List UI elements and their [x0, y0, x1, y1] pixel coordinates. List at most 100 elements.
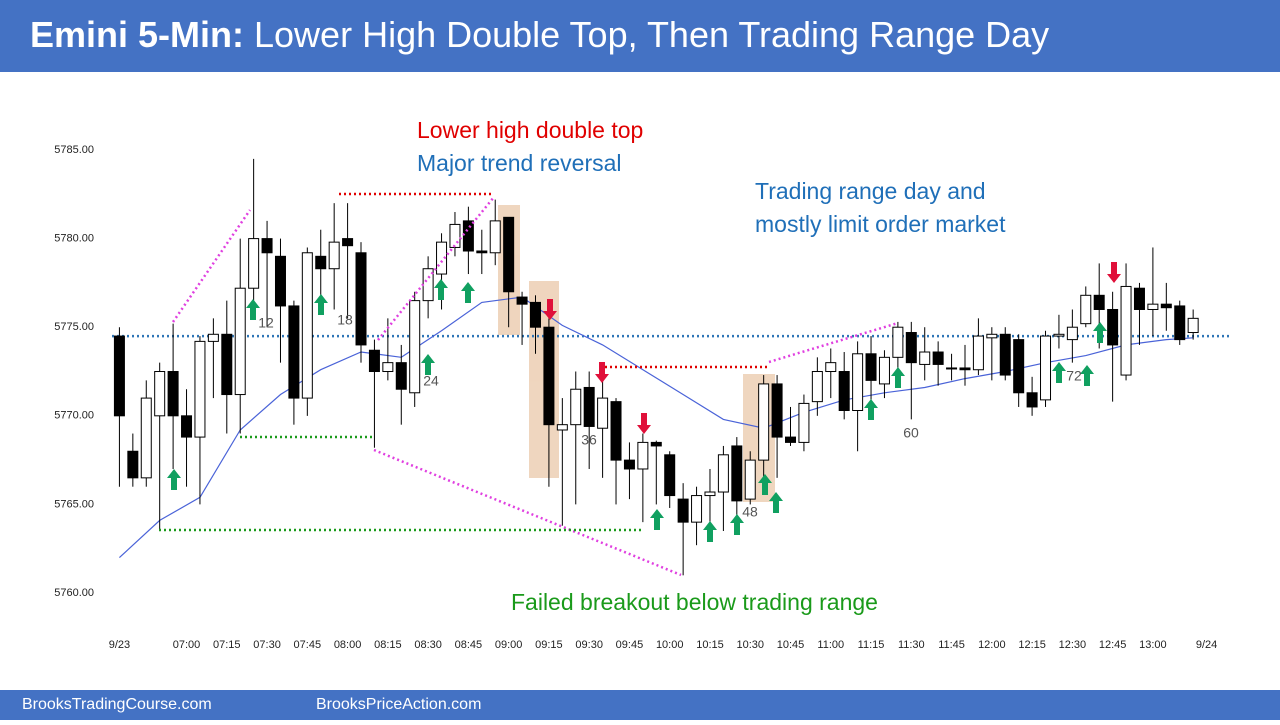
buy-arrow	[421, 354, 435, 375]
candle-body	[610, 401, 622, 461]
candle-body	[261, 238, 273, 254]
y-tick-label: 5765.00	[54, 498, 94, 510]
x-tick-label: 08:45	[455, 639, 483, 651]
candle-body	[1013, 339, 1025, 394]
candle-body	[342, 238, 354, 247]
y-tick-label: 5785.00	[54, 144, 94, 156]
candle-body	[583, 386, 595, 427]
title-bold: Emini 5-Min:	[30, 14, 244, 55]
buy-arrow	[758, 474, 772, 495]
y-tick-label: 5780.00	[54, 233, 94, 245]
candle-body	[946, 367, 958, 370]
sell-arrow	[637, 413, 651, 434]
x-tick-label: 11:15	[858, 639, 885, 651]
x-tick-label: 12:00	[978, 639, 1006, 651]
x-tick-label: 08:15	[374, 639, 402, 651]
candle-body	[140, 397, 152, 479]
candle-body	[798, 402, 810, 443]
buy-arrow	[1080, 365, 1094, 386]
x-tick-label: 13:00	[1139, 639, 1167, 651]
x-tick-label: 07:00	[173, 639, 201, 651]
candle-body	[234, 287, 246, 396]
candle-body	[838, 371, 850, 411]
candle-body	[409, 300, 421, 394]
candle-body	[395, 362, 407, 390]
footer-link: BrooksPriceAction.com	[316, 696, 481, 713]
x-tick-label: 07:15	[213, 639, 241, 651]
x-tick-label: 08:00	[334, 639, 362, 651]
candle-body	[1026, 392, 1038, 408]
y-tick-label: 5760.00	[54, 587, 94, 599]
annotation: Trading range day and	[755, 178, 986, 204]
candle-body	[811, 371, 823, 403]
x-tick-label: 10:00	[656, 639, 684, 651]
arrows	[167, 262, 1121, 542]
bar-label: 12	[258, 315, 274, 331]
buy-arrow	[167, 469, 181, 490]
candle-body	[865, 353, 877, 381]
footer-bar	[0, 690, 1280, 720]
candle-body	[771, 383, 783, 438]
candle-body	[194, 340, 206, 438]
y-tick-label: 5770.00	[54, 410, 94, 422]
x-tick-label: 9/24	[1196, 639, 1217, 651]
candle-body	[744, 459, 756, 500]
candle-body	[704, 491, 716, 497]
candle-body	[878, 356, 890, 385]
candle-body	[664, 454, 676, 497]
buy-arrow	[864, 399, 878, 420]
bar-label: 24	[423, 373, 439, 389]
candle-body	[637, 441, 649, 470]
x-tick-label: 12:15	[1018, 639, 1046, 651]
x-tick-label: 10:30	[736, 639, 764, 651]
candle-body	[597, 397, 609, 429]
x-tick-label: 07:30	[253, 639, 281, 651]
candle-body	[758, 383, 770, 461]
buy-arrow	[434, 279, 448, 300]
trend-line	[768, 321, 899, 364]
candle-body	[301, 252, 313, 399]
candle-body	[382, 362, 394, 373]
bar-label: 18	[337, 312, 353, 328]
header-bar	[0, 0, 1280, 72]
candle-body	[113, 335, 125, 417]
candle-body	[167, 371, 179, 417]
candle-body	[503, 216, 515, 293]
buy-arrow	[1093, 322, 1107, 343]
candle-body	[288, 305, 300, 399]
candle-body	[1174, 305, 1186, 341]
guide-lines	[159, 192, 899, 577]
candle-body	[959, 367, 971, 371]
candle-body	[785, 436, 797, 443]
trend-line	[377, 196, 495, 341]
buy-arrow	[1052, 362, 1066, 383]
candle-body	[436, 241, 448, 275]
buy-arrow	[650, 509, 664, 530]
candle-body	[476, 250, 488, 254]
candle-body	[570, 388, 582, 426]
x-tick-label: 9/23	[109, 639, 130, 651]
buy-arrow	[703, 521, 717, 542]
candle-body	[355, 252, 367, 346]
sell-arrow	[1107, 262, 1121, 283]
annotation: Lower high double top	[417, 117, 643, 143]
candle-body	[825, 362, 837, 373]
candle-body	[1080, 294, 1092, 325]
buy-arrow	[769, 492, 783, 513]
x-tick-label: 07:45	[294, 639, 322, 651]
candle-body	[932, 351, 944, 365]
title-rest: Lower High Double Top, Then Trading Rang…	[254, 14, 1049, 55]
plot: 5760.00 5765.00 5770.00 5775.00 5780.00 5785.…	[54, 144, 1232, 651]
candle-body	[315, 255, 327, 270]
candle-body	[1187, 317, 1199, 334]
footer-link: BrooksTradingCourse.com	[22, 696, 212, 713]
x-tick-label: 09:45	[616, 639, 644, 651]
annotation: Failed breakout below trading range	[511, 589, 878, 615]
candle-body	[556, 424, 568, 431]
candle-body	[449, 223, 461, 248]
candle-body	[731, 445, 743, 502]
candle-body	[623, 459, 635, 470]
buy-arrow	[891, 367, 905, 388]
y-tick-label: 5775.00	[54, 321, 94, 333]
